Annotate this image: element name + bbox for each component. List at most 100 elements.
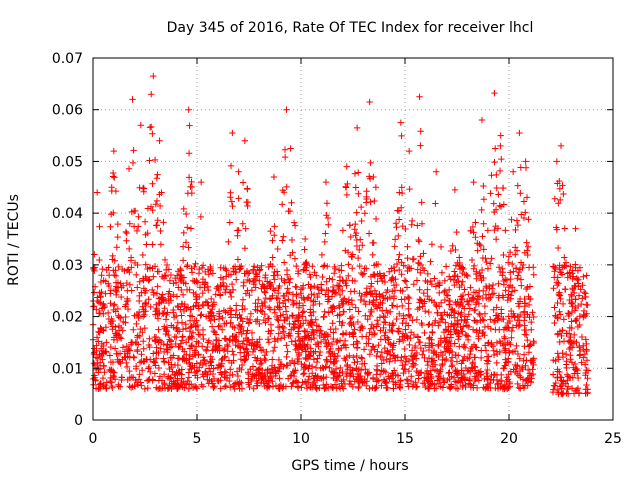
data-point	[154, 171, 161, 178]
data-point	[138, 289, 145, 296]
data-point	[180, 378, 187, 386]
data-point	[496, 202, 503, 209]
data-point	[521, 331, 529, 338]
data-point	[438, 269, 446, 277]
data-point	[484, 265, 492, 272]
data-point	[338, 378, 345, 385]
data-point	[381, 278, 389, 286]
data-point	[151, 337, 159, 344]
data-point	[249, 348, 257, 356]
data-point	[304, 341, 311, 349]
data-point	[341, 337, 349, 345]
data-point	[528, 318, 535, 326]
data-point	[394, 372, 402, 380]
data-point	[430, 357, 438, 364]
data-point	[583, 301, 590, 308]
data-point	[500, 251, 507, 259]
data-point	[445, 369, 452, 377]
data-point	[484, 376, 492, 383]
data-point	[415, 339, 423, 346]
data-point	[350, 354, 357, 361]
data-point	[363, 188, 370, 195]
data-point	[406, 341, 413, 349]
data-point	[262, 373, 269, 381]
data-point	[246, 316, 254, 324]
data-point	[313, 358, 321, 366]
data-point	[343, 191, 351, 199]
data-point	[250, 263, 258, 270]
data-point	[433, 168, 440, 175]
data-point	[352, 232, 359, 239]
data-point	[193, 299, 201, 306]
data-point	[100, 342, 107, 350]
data-point	[152, 222, 160, 229]
data-point	[357, 296, 364, 304]
data-point	[474, 240, 481, 247]
data-point	[239, 179, 247, 186]
data-point	[179, 243, 187, 250]
data-point	[249, 373, 256, 380]
data-point	[192, 278, 200, 286]
data-point	[282, 383, 290, 390]
data-point	[452, 328, 459, 336]
data-point	[275, 284, 282, 292]
data-point	[99, 356, 106, 363]
data-point	[318, 281, 325, 288]
data-point	[397, 204, 405, 211]
data-point	[414, 334, 422, 341]
data-point	[360, 297, 368, 305]
data-point	[98, 272, 105, 279]
data-point	[441, 287, 449, 295]
data-point	[440, 328, 448, 336]
data-point	[398, 132, 405, 140]
data-point	[376, 304, 384, 311]
data-point	[280, 259, 288, 266]
data-point	[417, 253, 424, 260]
data-point	[521, 382, 529, 389]
data-point	[416, 93, 423, 100]
data-point	[398, 189, 406, 197]
data-point	[272, 372, 279, 380]
data-point	[391, 357, 399, 364]
data-point	[159, 273, 166, 280]
data-point	[292, 367, 299, 374]
data-point	[476, 269, 483, 277]
data-point	[107, 223, 114, 230]
data-point	[416, 286, 423, 293]
data-point	[453, 228, 460, 236]
data-point	[119, 344, 127, 351]
data-point	[93, 189, 101, 196]
data-point	[325, 221, 332, 228]
data-point	[215, 377, 222, 385]
data-point	[183, 263, 191, 270]
data-point	[266, 370, 274, 377]
data-point	[110, 209, 117, 217]
data-point	[270, 285, 277, 293]
data-point	[186, 317, 194, 324]
data-point	[105, 315, 113, 323]
data-point	[307, 297, 315, 304]
data-point	[199, 383, 207, 390]
data-point	[494, 380, 501, 388]
data-point	[495, 280, 502, 287]
data-point	[113, 288, 120, 296]
data-point	[295, 317, 302, 324]
data-point	[471, 306, 479, 314]
data-point	[460, 323, 467, 330]
data-point	[153, 197, 161, 205]
data-point	[228, 198, 236, 205]
data-point	[301, 327, 308, 335]
data-point	[205, 271, 212, 278]
data-point	[414, 222, 421, 229]
data-point	[393, 260, 401, 268]
data-point	[373, 352, 380, 360]
data-point	[556, 265, 563, 273]
data-point	[100, 381, 107, 389]
data-point	[254, 316, 261, 323]
data-point	[405, 367, 413, 375]
data-point	[283, 342, 290, 349]
data-point	[275, 317, 282, 324]
data-point	[436, 281, 443, 289]
data-point	[446, 273, 453, 280]
data-point	[117, 335, 125, 342]
